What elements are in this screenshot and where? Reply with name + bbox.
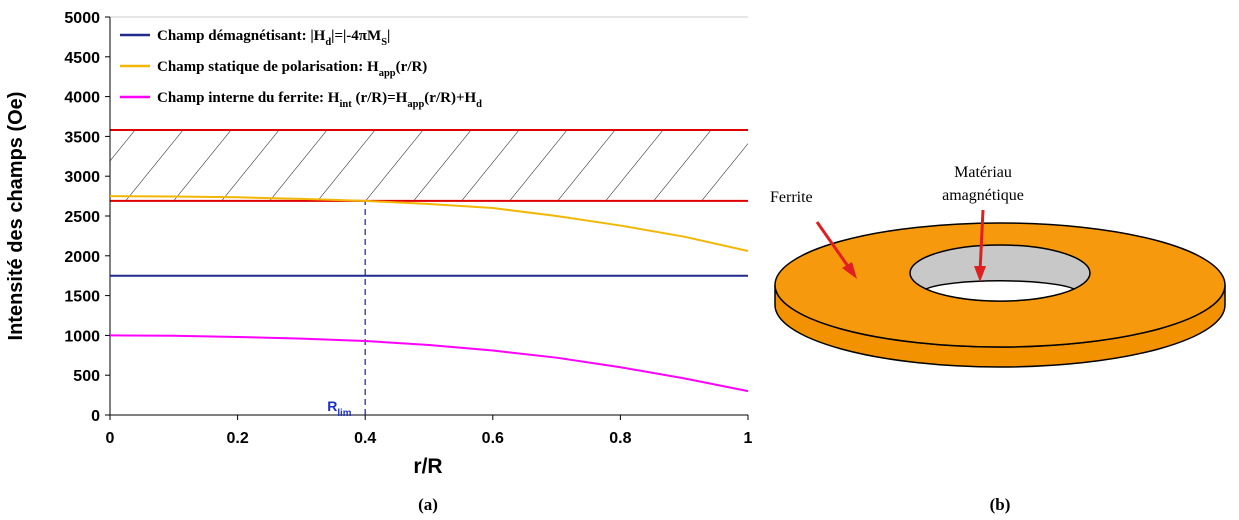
caption: (a)	[418, 495, 438, 514]
y-axis-label: Intensité des champs (Oe)	[5, 92, 27, 341]
diagram-label: Ferrite	[770, 189, 813, 206]
series-line	[109, 334, 749, 393]
subscript: app	[379, 68, 396, 79]
y-tick-label: 2500	[64, 209, 100, 226]
ferrite-diagram	[774, 209, 1226, 368]
hatched-region	[110, 130, 748, 201]
caption: (b)	[990, 495, 1011, 514]
diagram-label: Matériau	[954, 164, 1012, 181]
text-part: |	[387, 28, 390, 44]
arrow-head	[974, 266, 986, 282]
x-tick-label: 0.8	[609, 430, 631, 447]
text-part: (r/R)=H	[352, 90, 408, 106]
text-part: Champ interne du ferrite: H	[157, 90, 340, 106]
y-tick-label: 0	[91, 408, 100, 425]
text-part: |=|-4πM	[331, 28, 381, 44]
text-part: (r/R)+H	[424, 90, 476, 106]
legend-label: Champ démagnétisant: |Hd|=|-4πMS|	[157, 28, 390, 48]
legend-label: Champ statique de polarisation: Happ(r/R…	[157, 59, 427, 79]
x-tick-label: 0.4	[354, 430, 376, 447]
arrow	[978, 209, 985, 273]
arrow	[815, 221, 854, 273]
subscript: int	[339, 99, 352, 110]
y-tick-label: 3500	[64, 129, 100, 146]
text-part: Champ démagnétisant: |H	[157, 28, 326, 44]
y-tick-label: 1500	[64, 289, 100, 306]
x-tick-label: 0	[106, 430, 115, 447]
y-tick-label: 2000	[64, 249, 100, 266]
arrow-head	[842, 262, 857, 279]
text-part: (r/R)	[396, 59, 428, 75]
subscript: d	[476, 99, 482, 110]
y-tick-label: 3000	[64, 169, 100, 186]
series-line	[109, 195, 749, 252]
x-axis-label: r/R	[413, 455, 442, 478]
x-tick-label: 1	[744, 430, 753, 447]
subscript: app	[407, 99, 424, 110]
diagram-label: amagnétique	[942, 187, 1024, 204]
legend-label: Champ interne du ferrite: Hint (r/R)=Hap…	[157, 90, 482, 110]
hole	[924, 280, 1076, 302]
y-tick-label: 4500	[64, 50, 100, 67]
text-part: R	[327, 398, 337, 414]
x-tick-label: 0.6	[482, 430, 504, 447]
y-tick-label: 500	[73, 368, 100, 385]
subscript: lim	[337, 408, 351, 419]
subscript: d	[325, 37, 331, 48]
y-tick-label: 4000	[64, 90, 100, 107]
y-tick-label: 1000	[64, 328, 100, 345]
limit-label: Rlim	[327, 398, 352, 419]
x-tick-label: 0.2	[226, 430, 248, 447]
chart: 0 500 1000 1500 2000 2500 3000 3500 4000 4500 5000…	[64, 10, 752, 447]
text-part: Champ statique de polarisation: H	[157, 59, 379, 75]
subscript: S	[381, 37, 387, 48]
y-tick-label: 5000	[64, 10, 100, 27]
